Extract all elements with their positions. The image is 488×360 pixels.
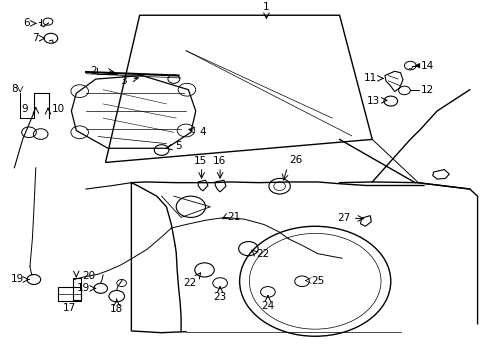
Text: 13: 13	[366, 96, 379, 106]
Text: 2: 2	[90, 66, 97, 76]
Text: 12: 12	[420, 85, 433, 95]
Text: 26: 26	[289, 155, 302, 165]
Text: 17: 17	[63, 303, 77, 313]
Text: 14: 14	[420, 60, 433, 71]
Text: 8: 8	[11, 84, 18, 94]
Text: 16: 16	[212, 156, 225, 166]
Text: 15: 15	[194, 156, 207, 166]
Text: 10: 10	[52, 104, 65, 114]
Text: 3: 3	[120, 76, 126, 86]
Text: 27: 27	[337, 213, 350, 223]
Text: 1: 1	[263, 3, 269, 12]
Text: 7: 7	[32, 33, 39, 43]
Text: 22: 22	[183, 278, 196, 288]
Text: 25: 25	[310, 275, 324, 285]
Text: 22: 22	[256, 249, 269, 258]
Text: 4: 4	[199, 127, 206, 136]
Text: 20: 20	[82, 271, 96, 281]
Text: 11: 11	[363, 73, 376, 84]
Text: 21: 21	[227, 212, 240, 222]
Text: 19: 19	[11, 274, 24, 284]
Text: 24: 24	[261, 301, 274, 311]
Text: 9: 9	[21, 104, 27, 114]
Text: 5: 5	[175, 141, 182, 152]
Text: 18: 18	[110, 303, 123, 314]
Text: 6: 6	[23, 18, 30, 28]
Text: 19: 19	[77, 283, 90, 293]
Text: 23: 23	[213, 292, 226, 302]
